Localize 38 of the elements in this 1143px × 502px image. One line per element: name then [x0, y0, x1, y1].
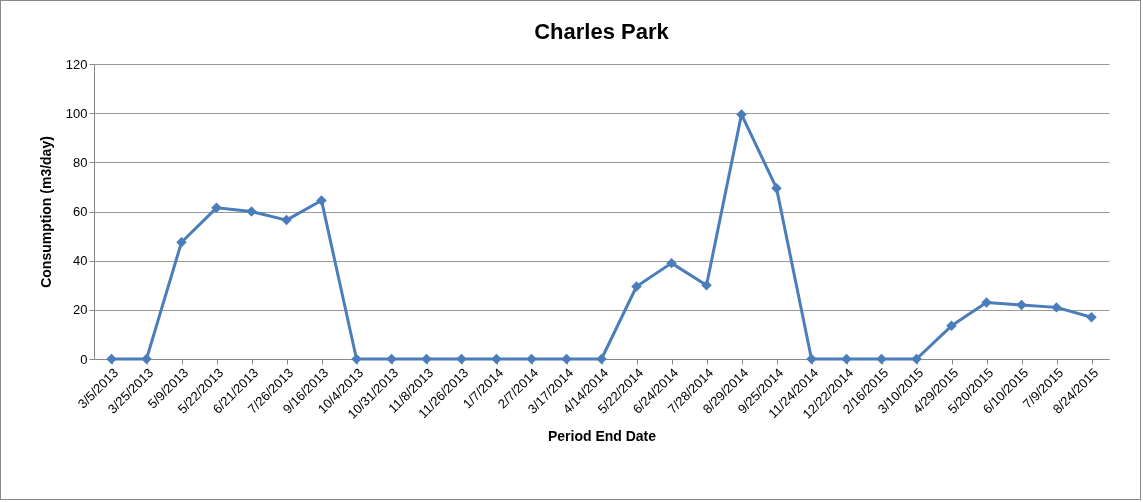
y-tick-label: 60 [73, 204, 88, 219]
point [981, 297, 992, 308]
point [386, 353, 397, 365]
point [211, 202, 222, 214]
point [176, 236, 187, 248]
point [876, 353, 887, 365]
point [946, 320, 957, 332]
point [631, 281, 642, 292]
point [841, 353, 852, 365]
point [1086, 311, 1097, 323]
y-tick-label: 80 [73, 154, 88, 170]
point [806, 353, 817, 365]
chart-title: Charles Park [534, 19, 670, 44]
point [421, 353, 432, 365]
y-tick-label: 20 [73, 302, 88, 318]
y-axis-title: Consumption (m3/day) [37, 136, 54, 288]
point [316, 195, 327, 206]
point [526, 353, 537, 365]
point [491, 353, 502, 365]
y-tick-label: 100 [65, 105, 88, 121]
x-axis-title: Period End Date [547, 427, 657, 444]
y-tick-label: 40 [73, 253, 88, 269]
point [246, 206, 257, 217]
point [561, 353, 572, 365]
y-tick-label: 0 [80, 351, 88, 367]
point [351, 353, 362, 365]
point [701, 280, 712, 291]
y-tick-label: 120 [65, 56, 88, 72]
point [1051, 302, 1062, 313]
point [911, 353, 922, 365]
point [596, 353, 607, 365]
point [281, 214, 292, 226]
point [771, 182, 782, 194]
point [106, 353, 117, 365]
point [456, 353, 467, 365]
point [666, 257, 677, 269]
point [1016, 299, 1027, 311]
point [141, 353, 152, 365]
